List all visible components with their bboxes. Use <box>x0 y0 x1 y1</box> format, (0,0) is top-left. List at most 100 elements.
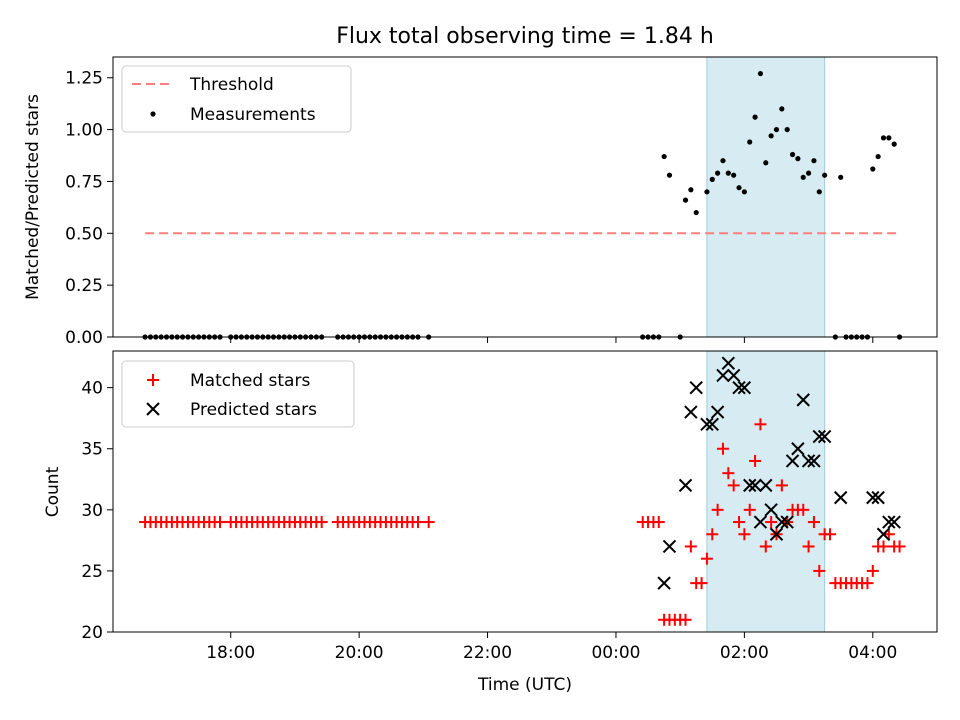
bottom-y-tick-label: 35 <box>81 440 103 460</box>
matched-star-point <box>716 442 729 455</box>
predicted-star-point <box>678 478 693 493</box>
matched-star-point <box>738 528 751 541</box>
predicted-star-point <box>737 380 752 395</box>
predicted-star-point <box>871 490 885 505</box>
bottom-panel: 20 25 30 35 40 18:00 20:00 22:00 00:00 02:00 04:0… <box>43 350 938 695</box>
x-tick-label: 22:00 <box>463 643 512 663</box>
measurement-point <box>811 158 817 164</box>
measurement-point <box>741 189 747 195</box>
matched-star-point <box>866 564 879 577</box>
top-legend-box <box>121 65 352 133</box>
measurement-point <box>715 170 721 176</box>
bottom-y-ticks: 20 25 30 35 40 <box>81 379 113 643</box>
measurement-point <box>805 170 812 176</box>
top-y-tick-label: 0.00 <box>65 328 103 348</box>
bottom-y-tick-label: 40 <box>81 379 103 399</box>
x-axis-label: Time (UTC) <box>477 675 572 695</box>
legend-threshold-label: Threshold <box>189 75 274 95</box>
predicted-star-point <box>833 490 848 505</box>
top-y-axis-label: Matched/Predicted stars <box>23 94 43 300</box>
predicted-star-point <box>721 356 736 370</box>
matched-star-point <box>315 516 328 529</box>
top-observing-span <box>706 56 826 338</box>
matched-star-point <box>813 564 826 577</box>
predicted-star-point <box>759 478 773 493</box>
top-y-tick-label: 1.25 <box>65 69 103 89</box>
measurement-point <box>768 133 774 139</box>
matched-star-point <box>214 516 227 529</box>
matched-star-point <box>722 467 735 480</box>
measurement-point <box>870 166 876 172</box>
predicted-star-point <box>657 576 671 590</box>
measurement-point <box>880 135 887 141</box>
predicted-star-point <box>785 454 800 468</box>
top-legend: Threshold Measurements <box>121 65 352 133</box>
predicted-star-point <box>764 503 778 517</box>
x-tick-label: 20:00 <box>335 643 384 663</box>
predicted-star-point <box>743 478 757 493</box>
predicted-star-point <box>689 380 703 395</box>
matched-star-point <box>695 577 708 590</box>
bottom-observing-span <box>706 350 826 633</box>
measurement-point <box>773 126 780 133</box>
chart-title: Flux total observing time = 1.84 h <box>336 24 714 49</box>
predicted-star-point <box>807 454 821 468</box>
matched-star-point <box>893 540 906 553</box>
predicted-star-point <box>817 429 832 444</box>
predicted-star-point <box>662 539 677 554</box>
x-tick-label: 04:00 <box>848 643 897 663</box>
predicted-stars-series <box>657 356 901 590</box>
predicted-star-point <box>700 417 714 432</box>
matched-star-point <box>700 552 713 565</box>
x-tick-label: 00:00 <box>591 643 640 663</box>
measurement-point <box>784 126 790 133</box>
bottom-axes-frame <box>112 350 938 633</box>
measurement-point <box>875 153 881 160</box>
bottom-legend: Matched stars Predicted stars <box>121 360 355 428</box>
matched-star-point <box>411 516 424 529</box>
predicted-star-point <box>769 527 784 541</box>
predicted-star-point <box>876 527 891 541</box>
matched-star-point <box>706 528 719 541</box>
legend-predicted-swatch <box>146 402 160 416</box>
predicted-star-point <box>780 515 794 529</box>
matched-star-point <box>861 577 874 590</box>
measurement-point <box>838 174 844 180</box>
matched-stars-series <box>139 418 906 626</box>
measurement-point <box>747 139 753 145</box>
measurement-point <box>757 70 764 77</box>
measurement-point <box>720 158 726 164</box>
predicted-star-point <box>882 515 896 529</box>
bottom-y-tick-label: 20 <box>81 623 103 643</box>
measurement-point <box>822 172 828 178</box>
measurement-point <box>779 106 785 112</box>
matched-star-point <box>759 540 772 553</box>
measurement-point <box>763 160 769 166</box>
measurement-point <box>682 197 689 203</box>
predicted-star-point <box>748 478 762 493</box>
predicted-star-point <box>710 405 725 419</box>
matched-star-point <box>765 516 778 529</box>
predicted-star-point <box>705 417 719 432</box>
bottom-legend-box <box>121 360 355 428</box>
bottom-x-ticks: 18:00 20:00 22:00 00:00 02:00 04:00 <box>206 632 897 663</box>
measurement-point <box>816 189 822 195</box>
predicted-star-point <box>775 515 789 529</box>
measurement-point <box>795 156 801 162</box>
matched-star-point <box>422 516 435 529</box>
top-y-tick-label: 0.75 <box>65 172 103 192</box>
matched-star-point <box>754 418 767 431</box>
matched-star-point <box>727 479 740 492</box>
predicted-star-point <box>726 368 741 383</box>
matched-star-point <box>711 503 724 516</box>
predicted-star-point <box>684 405 698 419</box>
legend-predicted-label: Predicted stars <box>190 400 317 420</box>
predicted-star-point <box>716 368 730 383</box>
predicted-star-point <box>753 515 768 529</box>
measurement-point <box>731 172 737 178</box>
measurement-point <box>886 135 892 141</box>
measurement-point <box>693 209 699 216</box>
predicted-star-point <box>732 380 746 395</box>
predicted-star-point <box>791 442 805 456</box>
